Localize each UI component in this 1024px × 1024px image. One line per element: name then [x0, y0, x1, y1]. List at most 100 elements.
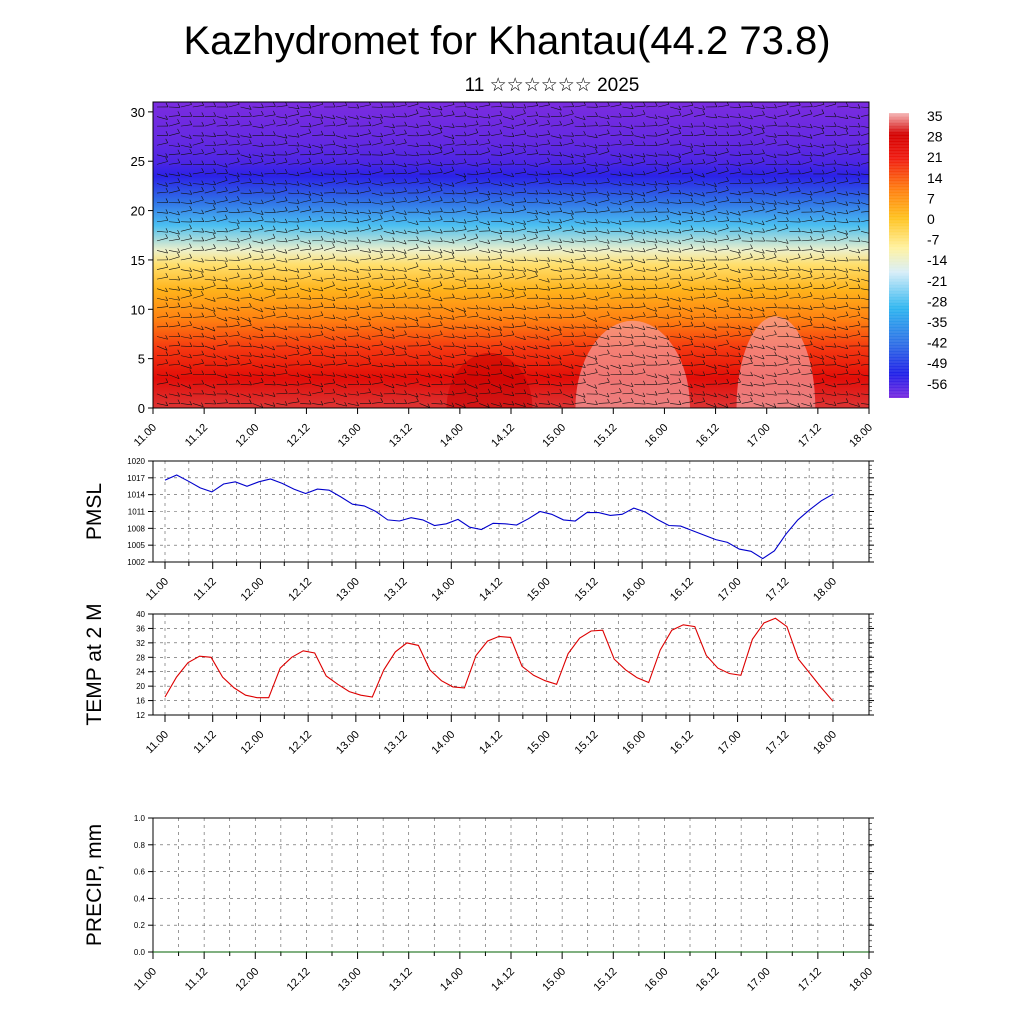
wind-barb-flag	[249, 321, 252, 326]
wind-barb	[168, 211, 180, 216]
wind-barb	[658, 142, 669, 146]
wind-barb	[228, 153, 240, 156]
wind-barb-flag	[416, 236, 419, 241]
wind-barb-flag	[261, 254, 264, 259]
wind-barb	[335, 278, 347, 282]
wind-barb-flag	[773, 252, 777, 258]
wind-barb	[252, 326, 263, 332]
wind-barb	[324, 392, 336, 395]
wind-barb	[837, 315, 849, 318]
wind-barb-flag	[177, 321, 181, 326]
wind-barb-flag	[463, 233, 467, 238]
wind-barb	[705, 134, 717, 136]
wind-barb	[467, 326, 479, 329]
wind-barb-flag	[583, 238, 586, 243]
wind-barb	[598, 393, 610, 398]
wind-barb	[586, 344, 598, 347]
wind-barb	[837, 181, 849, 184]
wind-barb-flag	[642, 152, 646, 158]
wind-barb-flag	[619, 113, 622, 118]
wind-barb-flag	[284, 312, 288, 317]
wind-barb	[538, 211, 550, 216]
wind-barb-flag	[523, 187, 527, 193]
wind-barb	[383, 307, 395, 309]
wind-barb-flag	[368, 282, 371, 287]
wind-barb	[192, 316, 204, 318]
wind-barb-flag	[857, 350, 861, 355]
wind-barb-flag	[678, 320, 682, 325]
wind-barb-flag	[308, 215, 312, 221]
wind-barb-flag	[237, 219, 240, 224]
wind-barb-flag	[165, 198, 169, 203]
wind-barb-flag	[666, 322, 670, 327]
wind-barb	[395, 374, 407, 378]
wind-barb	[443, 201, 455, 203]
wind-barb	[634, 201, 646, 203]
wind-barb	[634, 173, 646, 176]
wind-barb	[526, 374, 538, 377]
wind-barb	[455, 297, 467, 301]
wind-barb-flag	[439, 248, 443, 254]
wind-barb	[491, 183, 502, 186]
wind-barb	[765, 334, 777, 337]
wind-barb-flag	[654, 284, 658, 289]
wind-barb-flag	[213, 281, 216, 286]
wind-barb-flag	[451, 267, 455, 272]
wind-barb	[443, 364, 455, 368]
wind-barb	[741, 132, 753, 136]
colorbar-label: -56	[927, 376, 947, 392]
wind-barb-flag	[798, 360, 801, 365]
wind-barb-flag	[356, 380, 360, 385]
wind-barb	[264, 199, 276, 203]
wind-barb	[777, 275, 789, 280]
wind-barb	[526, 164, 538, 168]
wind-barb	[861, 355, 869, 357]
wind-barb-flag	[440, 161, 443, 167]
wind-barb	[777, 249, 789, 251]
wind-barb	[837, 125, 848, 130]
wind-barb-flag	[380, 138, 383, 143]
wind-barb-flag	[415, 109, 419, 114]
wind-barb-flag	[356, 226, 360, 231]
wind-barb-flag	[392, 160, 396, 165]
wind-barb-flag	[523, 378, 527, 384]
wind-barb-flag	[511, 159, 515, 165]
wind-barb	[753, 132, 765, 136]
wind-barb	[598, 125, 610, 127]
wind-barb	[156, 393, 168, 399]
wind-barb	[252, 345, 264, 349]
wind-barb-flag	[595, 188, 598, 193]
wind-barb	[156, 345, 168, 351]
wind-barb	[395, 317, 407, 320]
wind-barb	[705, 183, 717, 187]
wind-barb	[491, 257, 503, 261]
wind-barb	[586, 277, 598, 280]
wind-barb-flag	[870, 158, 872, 162]
wind-barb	[180, 288, 192, 292]
wind-barb-flag	[440, 264, 443, 270]
wind-barb-flag	[368, 162, 371, 167]
wind-barb	[705, 295, 717, 299]
wind-barb-flag	[870, 207, 872, 211]
wind-barb-flag	[750, 293, 753, 298]
wind-barb	[240, 202, 252, 205]
wind-barb-flag	[236, 392, 240, 398]
wind-barb	[837, 285, 848, 289]
wind-barb-flag	[165, 102, 169, 108]
wind-barb	[526, 307, 538, 310]
wind-barb	[586, 363, 598, 366]
wind-barb-flag	[870, 373, 872, 377]
wind-barb	[801, 249, 813, 251]
wind-barb	[729, 164, 741, 167]
wind-barb	[801, 113, 813, 117]
wind-barb-flag	[666, 398, 670, 403]
x-tick-label: 17.00	[745, 966, 773, 994]
wind-barb	[646, 219, 658, 223]
wind-barb	[741, 144, 753, 146]
wind-barb-flag	[619, 332, 622, 337]
wind-barb	[634, 326, 646, 331]
wind-barb-flag	[630, 205, 634, 211]
y-tick-label: 20	[136, 682, 145, 691]
wind-barb	[646, 297, 658, 299]
wind-barb	[395, 211, 407, 215]
